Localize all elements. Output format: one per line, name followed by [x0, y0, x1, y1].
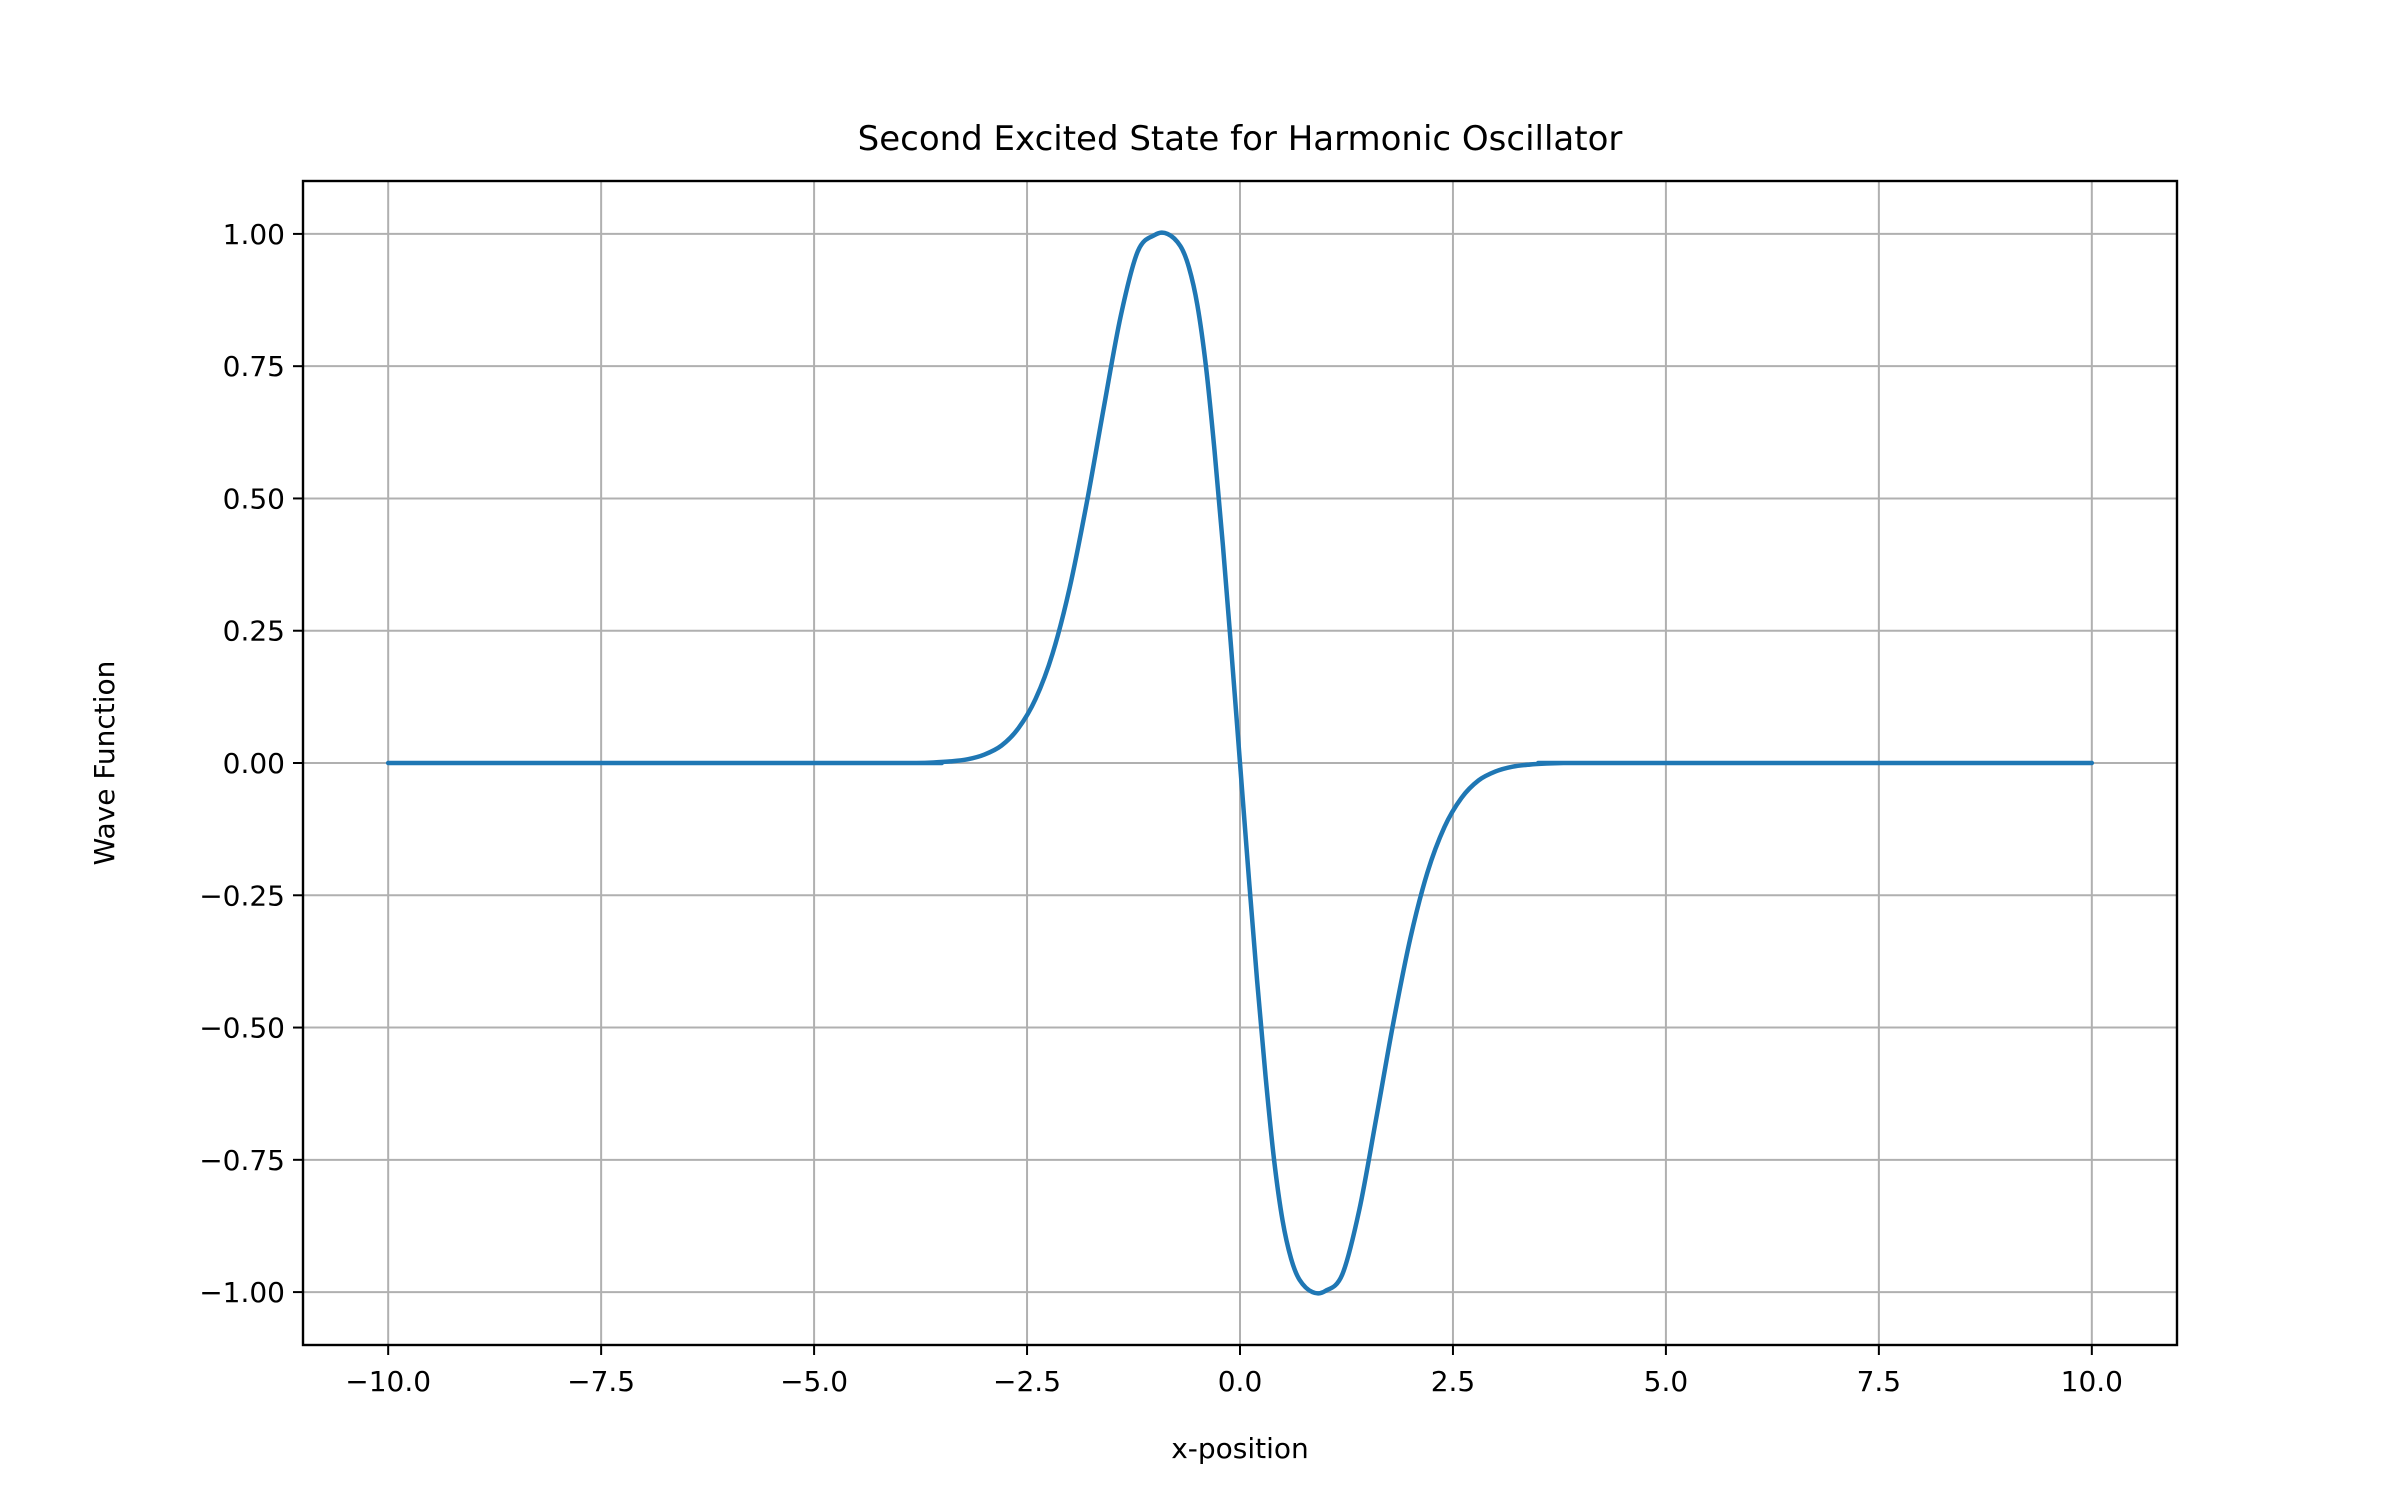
- series-layer: [385, 230, 2095, 1296]
- wave-function-line: [385, 230, 2095, 1296]
- y-tick-label: 1.00: [223, 218, 285, 251]
- x-tick-label: 2.5: [1431, 1365, 1476, 1398]
- y-tick-label: 0.00: [223, 747, 285, 780]
- y-tick-label: 0.50: [223, 482, 285, 515]
- x-tick-label: −5.0: [780, 1365, 848, 1398]
- x-tick-label: 0.0: [1218, 1365, 1263, 1398]
- x-tick-label: 10.0: [2061, 1365, 2123, 1398]
- x-tick-label: −7.5: [567, 1365, 635, 1398]
- x-axis-label: x-position: [1171, 1432, 1309, 1465]
- x-tick-label: −2.5: [993, 1365, 1061, 1398]
- tick-layer: −10.0 −7.5 −5.0 −2.5 0.0 2.5 5.0 7.5 10.0 1.00 0.7…: [199, 218, 2123, 1398]
- y-tick-label: −0.75: [199, 1144, 285, 1177]
- x-tick-label: −10.0: [345, 1365, 431, 1398]
- y-tick-label: −1.00: [199, 1276, 285, 1309]
- chart-title: Second Excited State for Harmonic Oscill…: [858, 119, 1623, 159]
- y-tick-label: 0.75: [223, 350, 285, 383]
- x-tick-label: 7.5: [1857, 1365, 1902, 1398]
- y-tick-label: −0.25: [199, 879, 285, 912]
- y-tick-label: −0.50: [199, 1012, 285, 1045]
- y-axis-label: Wave Function: [88, 661, 121, 866]
- y-tick-label: 0.25: [223, 615, 285, 648]
- x-tick-label: 5.0: [1644, 1365, 1689, 1398]
